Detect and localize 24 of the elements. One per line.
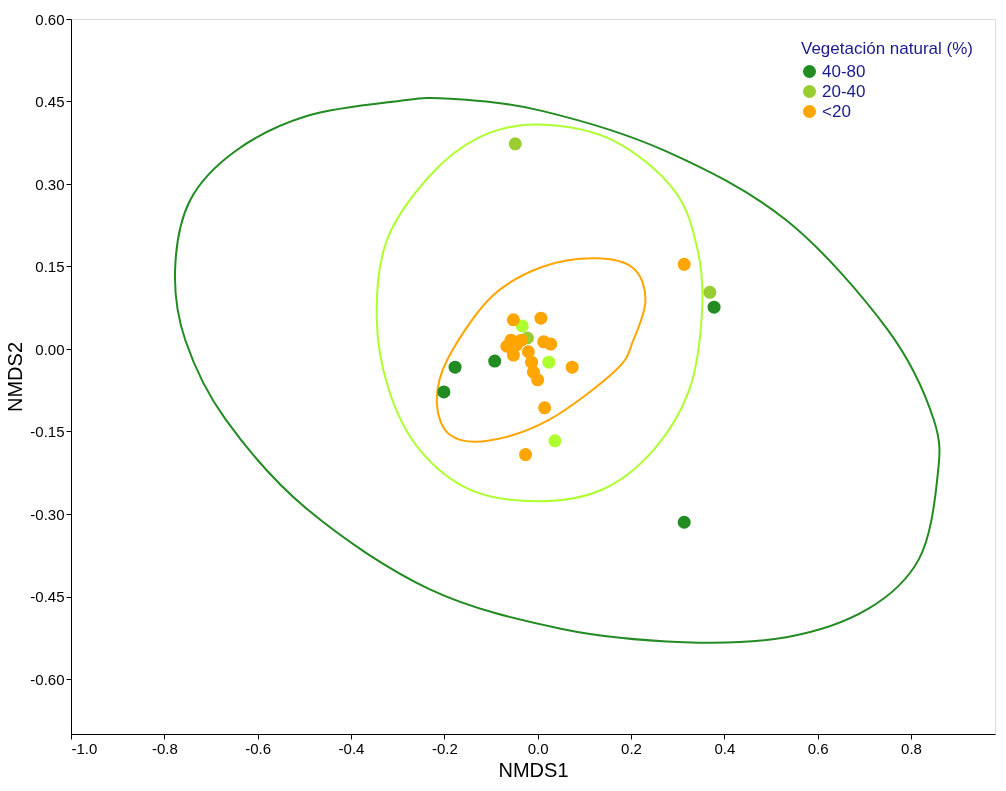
legend-label: 40-80 — [822, 61, 866, 81]
x-tick-label: -0.6 — [245, 739, 272, 757]
x-tick-label: -0.2 — [431, 739, 458, 757]
x-tick-label: -0.8 — [151, 739, 178, 757]
x-tick-label: 0.6 — [807, 739, 829, 757]
x-tick-label: -0.4 — [338, 739, 365, 757]
y-axis-title: NMDS2 — [4, 341, 27, 413]
y-tick-label: -0.30 — [30, 505, 65, 523]
x-tick-label: 0.4 — [714, 739, 736, 757]
legend-label: 20-40 — [822, 81, 866, 101]
y-tick-label: -0.60 — [30, 670, 65, 688]
y-tick-label: -0.45 — [30, 588, 65, 605]
legend-title: Vegetación natural (%) — [801, 39, 973, 58]
x-axis-title: NMDS1 — [498, 758, 569, 781]
y-tick-label: 0.30 — [35, 175, 65, 193]
y-tick-label: 0.15 — [35, 258, 65, 275]
x-tick-label: 0.0 — [527, 739, 549, 757]
x-tick-label: 0.8 — [901, 739, 922, 757]
y-tick-label: -0.15 — [30, 423, 65, 440]
y-tick-label: 0.60 — [35, 10, 65, 28]
x-tick-label: 0.2 — [621, 739, 642, 757]
x-tick-label: -1.0 — [71, 739, 98, 757]
y-tick-label: 0.45 — [35, 93, 65, 110]
y-tick-label: 0.00 — [35, 340, 65, 358]
